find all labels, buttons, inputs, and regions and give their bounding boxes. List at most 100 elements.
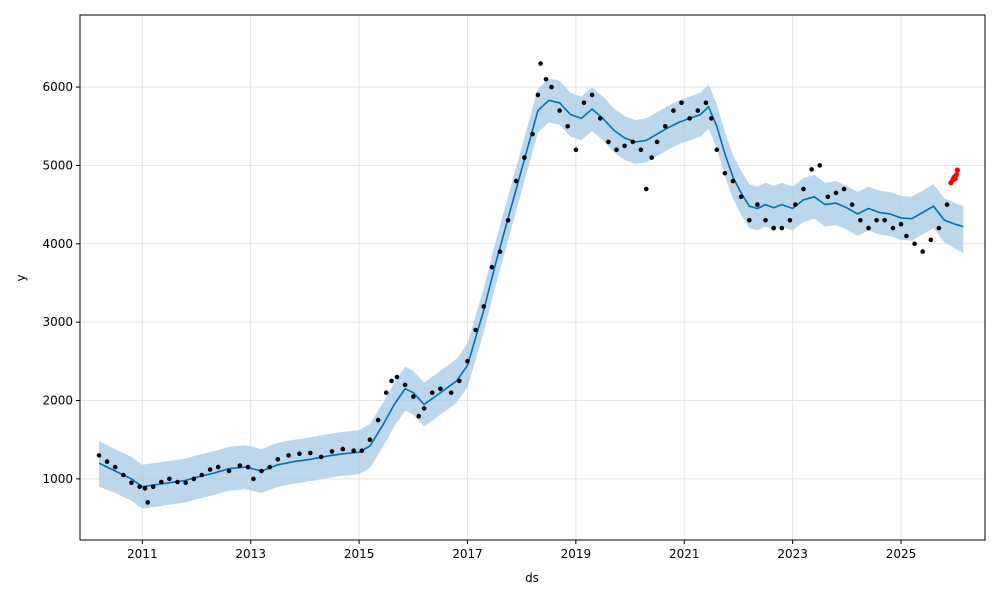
observed-point (866, 225, 871, 231)
forecast-line (98, 99, 964, 488)
observed-point (890, 225, 896, 231)
observed-point (920, 249, 925, 254)
observed-points (96, 61, 950, 505)
observed-point (411, 394, 416, 399)
observed-point (709, 116, 714, 121)
observed-point (763, 218, 768, 223)
observed-point (473, 327, 478, 333)
observed-point (215, 464, 221, 470)
observed-point (207, 467, 213, 472)
observed-point (340, 446, 346, 452)
observed-point (359, 448, 365, 454)
y-tick-label: 4000 (42, 237, 73, 251)
y-axis-label: y (14, 274, 28, 281)
observed-point (522, 155, 527, 160)
y-tick-label: 2000 (42, 394, 73, 408)
observed-point (389, 378, 394, 384)
observed-point (622, 143, 627, 149)
observed-point (695, 108, 701, 113)
observed-point (825, 194, 831, 200)
observed-point (549, 84, 554, 90)
observed-point (275, 457, 281, 462)
observed-point (251, 476, 256, 482)
observed-point (630, 139, 636, 145)
observed-point (841, 186, 847, 192)
observed-point (614, 147, 619, 153)
observed-point (557, 108, 562, 113)
recent-point (953, 172, 959, 178)
observed-point (297, 451, 302, 457)
observed-point (530, 131, 535, 137)
observed-point (286, 453, 291, 458)
observed-point (383, 390, 389, 396)
observed-point (497, 249, 503, 254)
observed-point (191, 476, 197, 482)
observed-point (538, 61, 543, 66)
x-tick-label: 2013 (235, 547, 266, 561)
observed-point (679, 100, 684, 106)
x-tick-label: 2015 (344, 547, 375, 561)
x-tick-label: 2019 (561, 547, 592, 561)
observed-point (687, 116, 692, 121)
observed-point (793, 202, 798, 207)
recent-points (948, 167, 961, 186)
observed-point (809, 167, 814, 172)
observed-point (245, 464, 251, 470)
observed-point (237, 463, 243, 468)
y-tick-label: 6000 (42, 80, 73, 94)
observed-point (874, 218, 879, 223)
observed-point (606, 139, 611, 145)
observed-point (121, 472, 126, 478)
observed-point (589, 92, 595, 98)
x-axis-label: ds (525, 571, 539, 585)
plot-frame (79, 14, 986, 541)
observed-point (104, 459, 110, 464)
observed-point (448, 390, 454, 396)
x-tick-label: 2025 (886, 547, 917, 561)
observed-point (849, 202, 855, 207)
observed-point (535, 92, 541, 98)
observed-point (481, 304, 487, 309)
recent-point (954, 167, 961, 173)
observed-point (318, 454, 324, 460)
observed-point (402, 382, 408, 388)
observed-point (150, 484, 156, 490)
interval-band (99, 78, 964, 509)
observed-point (465, 359, 470, 364)
observed-point (329, 449, 335, 454)
x-tick-label: 2017 (452, 547, 483, 561)
observed-point (738, 194, 744, 200)
observed-point (936, 225, 942, 231)
observed-point (671, 108, 676, 113)
observed-point (654, 139, 660, 145)
observed-point (457, 378, 462, 384)
observed-point (489, 265, 495, 270)
observed-point (112, 464, 118, 470)
observed-point (882, 218, 887, 223)
observed-point (663, 124, 668, 129)
observed-point (199, 472, 205, 478)
observed-point (833, 190, 839, 196)
observed-point (944, 202, 950, 207)
observed-point (714, 147, 720, 153)
observed-point (308, 450, 313, 456)
observed-point (351, 448, 357, 454)
observed-point (771, 225, 776, 231)
y-tick-label: 3000 (42, 315, 73, 329)
y-axis-ticks: 1000 2000 3000 4000 5000 6000 (42, 80, 80, 486)
observed-point (145, 500, 150, 505)
observed-point (129, 480, 134, 486)
observed-point (747, 218, 752, 223)
observed-point (421, 406, 427, 411)
observed-point (755, 202, 760, 207)
observed-point (543, 77, 549, 82)
observed-point (912, 241, 917, 247)
observed-point (898, 221, 904, 227)
observed-point (175, 479, 180, 485)
observed-point (703, 100, 709, 106)
recent-point (952, 176, 958, 182)
observed-point (858, 218, 863, 223)
observed-point (167, 476, 172, 482)
observed-point (142, 486, 148, 491)
x-tick-label: 2011 (127, 547, 158, 561)
